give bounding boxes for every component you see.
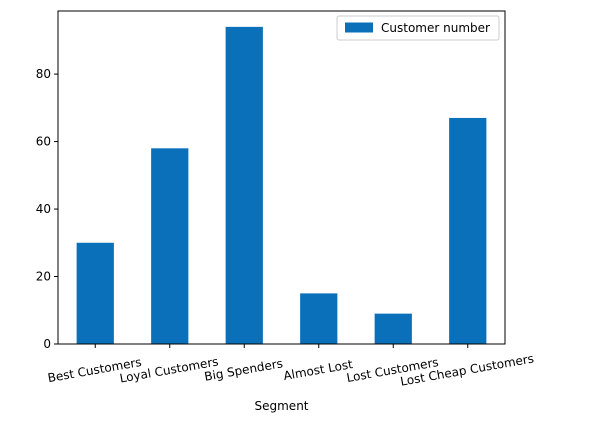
legend-swatch (345, 22, 373, 33)
legend-label: Customer number (381, 21, 490, 35)
x-tick-label-3: Almost Lost (282, 357, 354, 383)
x-axis-label: Segment (255, 399, 309, 413)
y-axis: 0 20 40 60 80 (36, 67, 58, 351)
legend-box (336, 15, 500, 41)
plot-frame (57, 10, 506, 345)
legend: Customer number (336, 15, 500, 41)
bar-2 (225, 26, 263, 345)
y-tick-label-2: 40 (36, 202, 51, 216)
bar-4 (374, 313, 412, 344)
y-tick-label-3: 60 (36, 135, 51, 149)
bar-3 (300, 293, 338, 344)
y-tick-label-4: 80 (36, 67, 51, 81)
bar-0 (76, 242, 114, 344)
y-tick-label-0: 0 (43, 337, 51, 351)
bars-group (76, 26, 487, 345)
y-tick-label-1: 20 (36, 270, 51, 284)
bar-1 (151, 148, 189, 344)
bar-5 (449, 117, 487, 344)
